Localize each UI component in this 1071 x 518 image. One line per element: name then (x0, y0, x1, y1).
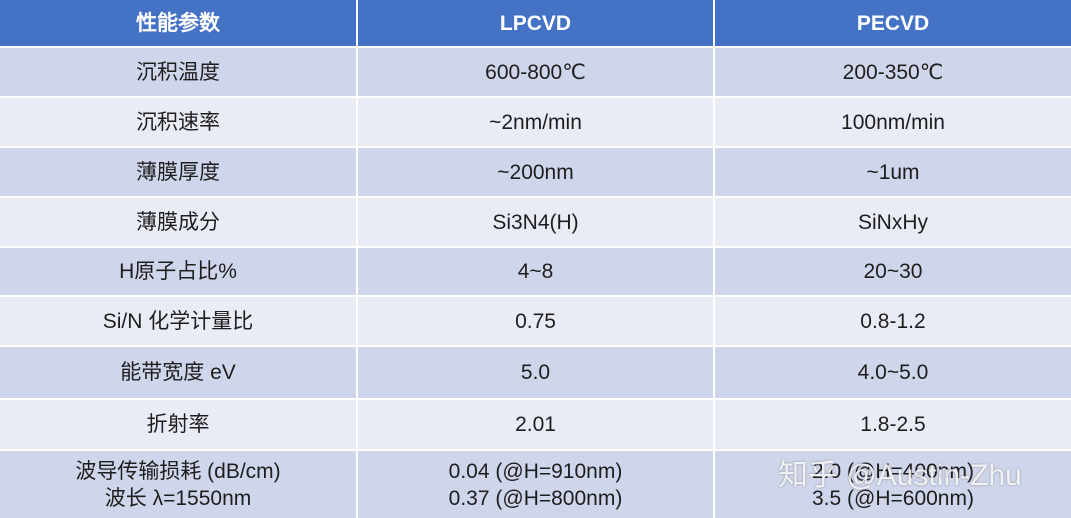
table-cell: 2.01 (358, 400, 713, 449)
header-cell: 性能参数 (0, 0, 356, 46)
row-label: Si/N 化学计量比 (0, 297, 356, 345)
row-label: 薄膜厚度 (0, 148, 356, 196)
watermark: 知乎 @Austin-Zhu (778, 459, 1022, 492)
row-label: 折射率 (0, 400, 356, 449)
row-label: 薄膜成分 (0, 198, 356, 246)
row-label: H原子占比% (0, 248, 356, 295)
row-label: 波导传输损耗 (dB/cm) 波长 λ=1550nm (0, 451, 356, 518)
table-cell: ~200nm (358, 148, 713, 196)
table-cell: 2.0 (@H=400nm) 3.5 (@H=600nm) (715, 451, 1071, 518)
row-label: 能带宽度 eV (0, 347, 356, 398)
table-cell: 20~30 (715, 248, 1071, 295)
table-cell: ~2nm/min (358, 98, 713, 146)
header-cell: LPCVD (358, 0, 713, 46)
row-label: 沉积温度 (0, 48, 356, 96)
table-cell: 600-800℃ (358, 48, 713, 96)
table-cell: Si3N4(H) (358, 198, 713, 246)
table-cell: 0.04 (@H=910nm) 0.37 (@H=800nm) (358, 451, 713, 518)
table-cell: 4~8 (358, 248, 713, 295)
table-cell: 0.75 (358, 297, 713, 345)
table-cell: 1.8-2.5 (715, 400, 1071, 449)
table-cell: 4.0~5.0 (715, 347, 1071, 398)
table-cell: SiNxHy (715, 198, 1071, 246)
table-cell: 0.8-1.2 (715, 297, 1071, 345)
table-cell: ~1um (715, 148, 1071, 196)
header-cell: PECVD (715, 0, 1071, 46)
table-cell: 5.0 (358, 347, 713, 398)
row-label: 沉积速率 (0, 98, 356, 146)
table-cell: 200-350℃ (715, 48, 1071, 96)
table-cell: 100nm/min (715, 98, 1071, 146)
